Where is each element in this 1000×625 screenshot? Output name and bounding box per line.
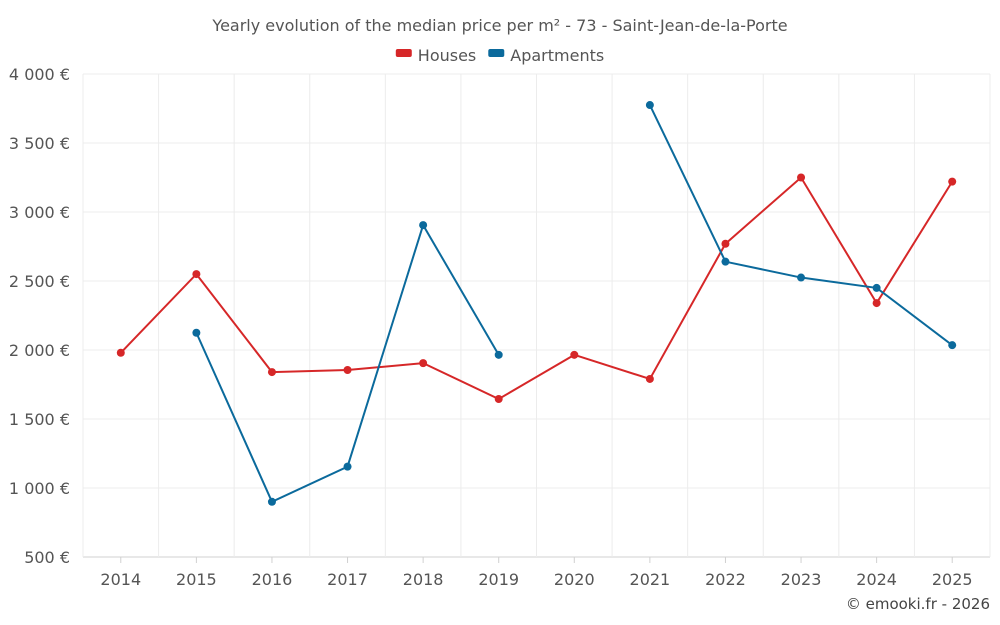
data-point-apartments bbox=[494, 350, 503, 359]
data-point-apartments bbox=[948, 341, 957, 350]
data-point-apartments bbox=[645, 101, 654, 110]
data-point-houses bbox=[267, 368, 276, 377]
data-point-houses bbox=[948, 177, 957, 186]
data-point-apartments bbox=[872, 283, 881, 292]
x-tick-label: 2016 bbox=[252, 570, 293, 589]
data-point-apartments bbox=[797, 273, 806, 282]
data-point-apartments bbox=[343, 462, 352, 471]
x-tick-label: 2022 bbox=[705, 570, 746, 589]
legend-item-apartments[interactable]: Apartments bbox=[488, 46, 604, 65]
data-point-houses bbox=[570, 350, 579, 359]
legend-item-houses[interactable]: Houses bbox=[395, 46, 476, 65]
legend-label: Houses bbox=[418, 46, 476, 65]
x-tick-label: 2017 bbox=[327, 570, 368, 589]
y-tick-label: 2 000 € bbox=[9, 341, 70, 360]
data-point-apartments bbox=[721, 257, 730, 266]
x-tick-label: 2024 bbox=[856, 570, 897, 589]
chart-title: Yearly evolution of the median price per… bbox=[211, 16, 787, 35]
series-line-apartments bbox=[648, 104, 953, 346]
legend: Houses Apartments bbox=[395, 46, 604, 65]
y-tick-label: 4 000 € bbox=[9, 65, 70, 84]
data-point-houses bbox=[645, 374, 654, 383]
x-tick-label: 2021 bbox=[630, 570, 671, 589]
data-point-houses bbox=[343, 366, 352, 375]
y-tick-label: 2 500 € bbox=[9, 272, 70, 291]
series-layer bbox=[116, 101, 957, 506]
y-tick-label: 1 000 € bbox=[9, 479, 70, 498]
y-axis: 500 € 1 000 € 1 500 € 2 000 € 2 500 € 3 000 €… bbox=[9, 65, 70, 567]
y-tick-label: 1 500 € bbox=[9, 410, 70, 429]
data-point-houses bbox=[116, 348, 125, 357]
legend-swatch bbox=[488, 49, 505, 57]
y-tick-label: 500 € bbox=[24, 548, 70, 567]
legend-label: Apartments bbox=[510, 46, 604, 65]
data-point-houses bbox=[721, 239, 730, 248]
x-tick-label: 2023 bbox=[781, 570, 822, 589]
series-apartments bbox=[192, 101, 957, 506]
x-axis: 2014 2015 2016 2017 2018 2019 2020 2021 2022 2023… bbox=[100, 557, 973, 589]
series-line-apartments bbox=[195, 222, 500, 504]
data-point-houses bbox=[419, 359, 428, 368]
data-point-apartments bbox=[267, 497, 276, 506]
x-tick-label: 2018 bbox=[403, 570, 444, 589]
data-point-houses bbox=[872, 299, 881, 308]
y-tick-label: 3 000 € bbox=[9, 203, 70, 222]
data-point-houses bbox=[797, 173, 806, 182]
data-point-apartments bbox=[419, 221, 428, 230]
data-point-houses bbox=[494, 394, 503, 403]
series-houses bbox=[116, 173, 957, 403]
x-tick-label: 2025 bbox=[932, 570, 973, 589]
data-point-apartments bbox=[192, 328, 201, 337]
credit-text: © emooki.fr - 2026 bbox=[846, 595, 990, 613]
x-tick-label: 2015 bbox=[176, 570, 217, 589]
legend-swatch bbox=[395, 49, 412, 57]
grid-lines bbox=[82, 73, 991, 558]
x-tick-label: 2019 bbox=[478, 570, 519, 589]
x-tick-label: 2014 bbox=[100, 570, 141, 589]
series-line-houses bbox=[120, 175, 954, 401]
y-tick-label: 3 500 € bbox=[9, 134, 70, 153]
data-point-houses bbox=[192, 270, 201, 279]
x-tick-label: 2020 bbox=[554, 570, 595, 589]
